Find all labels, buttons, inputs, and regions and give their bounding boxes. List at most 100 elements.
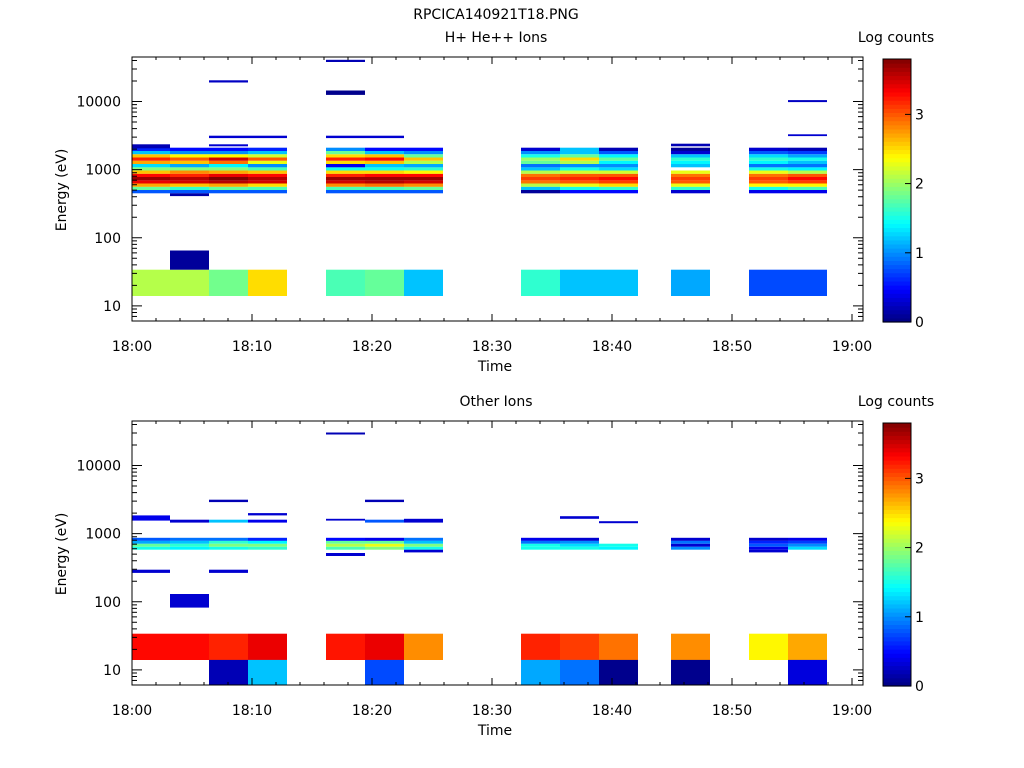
heatmap-cell [170,546,209,550]
y-axis-label: Energy (eV) [54,149,70,232]
heatmap-cell [788,147,827,151]
heatmap-cell [365,659,404,685]
heatmap-cell [132,144,170,149]
heatmap-cell [599,633,638,660]
heatmap-cell [404,186,443,190]
y-tick-label: 10 [103,299,121,315]
heatmap-cell [671,154,710,158]
heatmap-cell [788,269,827,296]
colorbar-tick-label: 3 [915,471,924,487]
heatmap-cell [170,269,209,296]
heatmap-cell [521,167,560,171]
heatmap-cell [209,540,248,544]
heatmap-cell [209,183,248,187]
heatmap-cell [599,659,638,685]
heatmap-cell [404,177,443,181]
y-tick-label: 10000 [76,95,121,111]
colorbar-segment [883,640,911,646]
heatmap-cell [671,170,710,174]
panel-title: Other Ions [459,394,532,410]
heatmap-cell [209,167,248,171]
y-tick-label: 100 [94,595,121,611]
heatmap-cell [170,183,209,187]
colorbar-segment [883,480,911,486]
colorbar-tick-label: 3 [915,107,924,123]
heatmap-cells [132,432,827,685]
heatmap-cell [326,190,365,194]
heatmap-cell [560,160,599,164]
x-tick-label: 18:20 [352,703,392,719]
heatmap-cell [132,569,170,573]
heatmap-cell [671,160,710,164]
heatmap-cell [132,186,170,190]
colorbar-tick-label: 2 [915,541,924,557]
heatmap-cell [788,540,827,544]
colorbar-segment [883,431,911,436]
colorbar-label: Log counts [858,30,934,46]
heatmap-cell [788,190,827,194]
heatmap-cell [749,183,788,187]
colorbar-segment [883,317,911,323]
heatmap-cell [170,150,209,155]
heatmap-cell [749,173,788,177]
colorbar-segment [883,293,911,298]
heatmap-cell [599,157,638,161]
heatmap-cell [521,173,560,177]
colorbar-segment [883,75,911,81]
colorbar-segment [883,562,911,568]
heatmap-cell [209,150,248,155]
heatmap-cell [788,134,827,137]
heatmap-cell [788,100,827,103]
heatmap-cell [521,170,560,174]
colorbar-segment [883,587,911,593]
heatmap-cell [365,135,404,139]
heatmap-cell [209,633,248,660]
heatmap-cell [749,537,788,541]
heatmap-cell [599,180,638,184]
heatmap-cell [326,537,365,541]
heatmap-cell [365,157,404,161]
heatmap-cell [209,160,248,164]
colorbar-segment [883,169,911,175]
heatmap-cell [132,177,170,181]
heatmap-cell [170,160,209,164]
heatmap-cell [521,659,560,685]
heatmap-cell [170,537,209,541]
heatmap-cell [521,546,560,550]
colorbar-segment [883,558,911,564]
heatmap-cell [671,540,710,544]
heatmap-cell [326,553,365,556]
colorbar-segment [883,529,911,535]
heatmap-cell [788,537,827,541]
colorbar-label: Log counts [858,394,934,410]
heatmap-cell [209,190,248,194]
colorbar-segment [883,677,911,683]
heatmap-cell [248,135,287,139]
colorbar-segment [883,472,911,478]
heatmap-cell [170,594,209,608]
heatmap-cell [326,150,365,155]
heatmap-cell [599,546,638,550]
colorbar-segment [883,476,911,482]
heatmap-cell [671,177,710,181]
colorbar-segment [883,182,911,187]
x-tick-label: 18:00 [112,339,152,355]
heatmap-cell [788,154,827,158]
colorbar-segment [883,612,911,617]
colorbar-segment [883,227,911,233]
heatmap-cell [521,190,560,194]
heatmap-cell [326,546,365,550]
heatmap-cell [671,183,710,187]
heatmap-cell [132,154,170,158]
heatmap-cell [560,180,599,184]
heatmap-cell [560,633,599,660]
heatmap-cell [599,147,638,151]
colorbar-segment [883,550,911,556]
colorbar-segment [883,206,911,212]
heatmap-cell [521,150,560,155]
colorbar-frame [882,58,912,323]
colorbar-segment [883,165,911,171]
colorbar-segment [883,583,911,588]
colorbar-segment [883,525,911,531]
heatmap-cell [788,546,827,550]
